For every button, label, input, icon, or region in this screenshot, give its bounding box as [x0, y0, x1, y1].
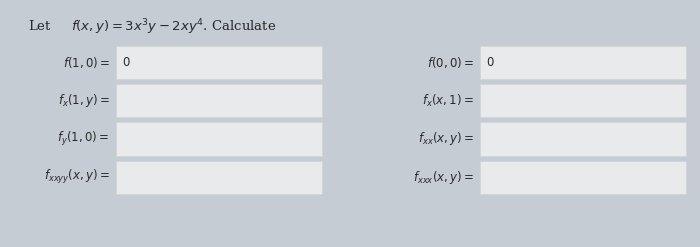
- Text: $f_{xx}(x, y) =$: $f_{xx}(x, y) =$: [418, 130, 474, 147]
- Text: $f_{xxx}(x, y) =$: $f_{xxx}(x, y) =$: [413, 169, 474, 186]
- Text: $f_{xxyy}(x, y) =$: $f_{xxyy}(x, y) =$: [44, 168, 110, 186]
- Text: 0: 0: [122, 56, 130, 69]
- Text: $f(1,0) =$: $f(1,0) =$: [63, 55, 110, 70]
- Text: $f_y(1,0) =$: $f_y(1,0) =$: [57, 130, 110, 148]
- FancyBboxPatch shape: [480, 122, 686, 156]
- Text: $f(0,0) =$: $f(0,0) =$: [427, 55, 474, 70]
- FancyBboxPatch shape: [480, 161, 686, 194]
- FancyBboxPatch shape: [116, 122, 322, 156]
- Text: $f_x(x, 1) =$: $f_x(x, 1) =$: [422, 93, 474, 109]
- FancyBboxPatch shape: [116, 161, 322, 194]
- FancyBboxPatch shape: [116, 46, 322, 79]
- FancyBboxPatch shape: [480, 46, 686, 79]
- Text: Let     $f(x, y) = 3x^3y - 2xy^4$. Calculate: Let $f(x, y) = 3x^3y - 2xy^4$. Calculate: [28, 17, 276, 37]
- Text: $f_x(1, y) =$: $f_x(1, y) =$: [58, 92, 110, 109]
- FancyBboxPatch shape: [480, 84, 686, 117]
- Text: 0: 0: [486, 56, 494, 69]
- FancyBboxPatch shape: [116, 84, 322, 117]
